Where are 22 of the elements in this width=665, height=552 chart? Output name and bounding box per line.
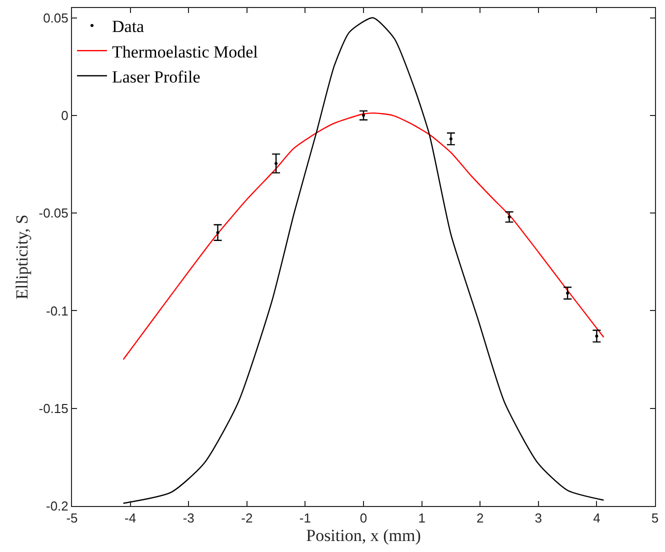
y-axis-title: Ellipticity, S <box>12 214 32 300</box>
x-tick-label: -1 <box>299 510 311 526</box>
x-axis-title: Position, x (mm) <box>306 526 421 545</box>
y-tick-label: -0.15 <box>38 400 68 416</box>
legend-label: Thermoelastic Model <box>112 42 258 62</box>
y-tick-label: 0.05 <box>43 10 68 26</box>
x-tick-label: 2 <box>476 510 484 526</box>
x-tick-label: -3 <box>182 510 194 526</box>
x-tick-label: 5 <box>651 510 659 526</box>
y-tick-label: -0.05 <box>38 206 68 221</box>
x-tick-label: 4 <box>593 510 600 526</box>
x-tick-label: 0 <box>360 510 368 526</box>
x-tick-label: -4 <box>124 510 136 526</box>
x-tick-label: -2 <box>241 510 253 526</box>
y-tick-label: 0 <box>61 108 68 123</box>
legend-label: Laser Profile <box>112 67 200 86</box>
x-tick-label: -5 <box>66 510 78 526</box>
legend-label: Data <box>112 17 145 36</box>
x-tick-label: 1 <box>418 510 426 526</box>
y-tick-label: -0.2 <box>46 498 68 514</box>
x-tick-label: 3 <box>534 510 542 526</box>
y-tick-label: -0.1 <box>46 303 68 318</box>
